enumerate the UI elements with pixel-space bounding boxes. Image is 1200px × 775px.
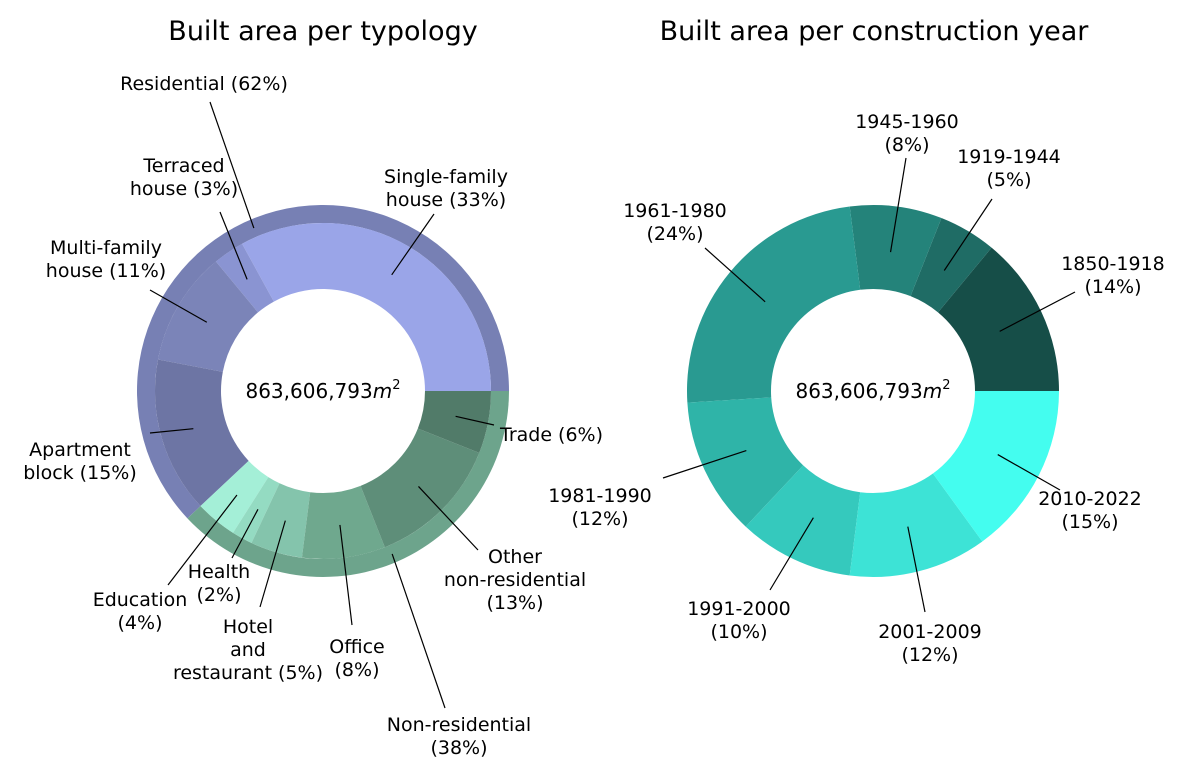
leader-1981-1990 <box>662 450 747 479</box>
wedge-1850-1918 <box>938 247 1059 391</box>
label-1850-1918: 1850-1918 (14%) <box>1061 253 1165 298</box>
inner-wedge-multi-family-house <box>157 261 258 372</box>
outer-wedge-residential <box>137 205 509 519</box>
inner-wedge-apartment-block <box>155 359 249 507</box>
leader-health <box>231 509 259 559</box>
outer-wedge-non-residential <box>187 391 509 577</box>
leader-office <box>339 524 353 626</box>
label-non-residential: Non-residential (38%) <box>387 714 531 759</box>
label-residential: Residential (62%) <box>120 73 288 95</box>
label-2001-2009: 2001-2009 (12%) <box>878 621 982 666</box>
label-terraced-house: Terraced house (3%) <box>130 155 238 200</box>
label-1961-1980: 1961-1980 (24%) <box>623 200 727 245</box>
leader-2001-2009 <box>907 526 926 613</box>
leader-2010-2022 <box>997 454 1061 491</box>
label-hotel-and-restaurant: Hotel and restaurant (5%) <box>173 616 323 684</box>
inner-wedge-education <box>200 460 269 533</box>
leader-1850-1918 <box>999 291 1076 332</box>
chart-title-construction-year: Built area per construction year <box>660 16 1090 47</box>
wedge-1991-2000 <box>745 465 861 576</box>
leader-non-residential <box>391 553 446 709</box>
label-other-non-residential: Other non-residential (13%) <box>444 546 586 614</box>
wedge-1919-1944 <box>910 218 992 313</box>
leader-terraced-house <box>219 211 248 280</box>
label-multi-family-house: Multi-family house (11%) <box>46 237 166 282</box>
inner-wedge-health <box>232 477 280 544</box>
inner-wedge-terraced-house <box>215 243 274 313</box>
chart-title-typology: Built area per typology <box>168 16 477 47</box>
construction-year-donut-chart: Built area per construction year 1850-19… <box>548 16 1165 666</box>
inner-wedge-single-family-house <box>242 223 491 391</box>
wedge-2001-2009 <box>849 473 983 577</box>
inner-wedge-hotel-and-restaurant <box>251 483 311 558</box>
label-health: Health (2%) <box>188 561 250 606</box>
leader-1919-1944 <box>943 198 993 271</box>
label-1945-1960: 1945-1960 (8%) <box>855 111 959 156</box>
label-1981-1990: 1981-1990 (12%) <box>548 485 652 530</box>
wedge-2010-2022 <box>932 391 1059 542</box>
leader-1961-1980 <box>704 247 766 303</box>
label-office: Office (8%) <box>329 636 384 681</box>
leader-1991-2000 <box>769 517 814 591</box>
inner-wedge-office <box>301 485 385 559</box>
leader-single-family-house <box>391 213 435 276</box>
center-total-area-construction-year: 863,606,793m2 <box>795 378 950 403</box>
wedge-1961-1980 <box>686 206 861 403</box>
label-apartment-block: Apartment block (15%) <box>23 439 137 484</box>
leader-1945-1960 <box>889 157 907 253</box>
label-trade: Trade (6%) <box>499 424 603 446</box>
inner-wedge-trade <box>417 391 491 453</box>
leader-education <box>167 494 238 586</box>
leader-hotel-and-restaurant <box>259 520 286 608</box>
wedge-1945-1960 <box>849 204 942 297</box>
label-1991-2000: 1991-2000 (10%) <box>687 598 791 643</box>
typology-donut-chart: Built area per typology Single-family hou… <box>23 16 603 759</box>
center-total-area-typology: 863,606,793m2 <box>245 378 400 403</box>
label-education: Education (4%) <box>93 589 188 634</box>
leader-other-non-residential <box>418 486 479 551</box>
leader-multi-family-house <box>149 289 208 323</box>
label-2010-2022: 2010-2022 (15%) <box>1038 488 1142 533</box>
leader-residential <box>209 101 255 229</box>
label-single-family-house: Single-family house (33%) <box>384 166 508 211</box>
leader-apartment-block <box>149 428 194 434</box>
wedge-1981-1990 <box>687 397 804 527</box>
label-1919-1944: 1919-1944 (5%) <box>957 146 1061 191</box>
leader-trade <box>455 415 495 426</box>
